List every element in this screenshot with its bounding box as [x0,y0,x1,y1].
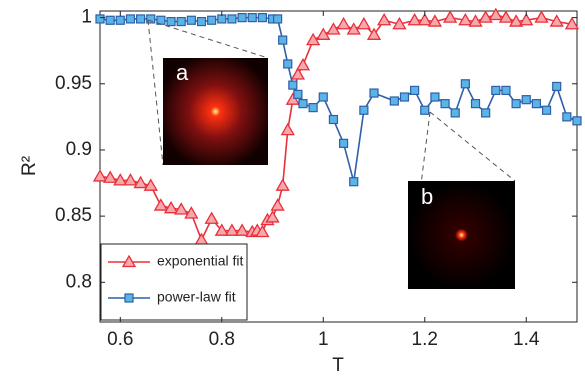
legend-marker [125,294,133,302]
square-marker [411,86,419,94]
triangle-marker [444,12,456,23]
square-marker [522,96,530,104]
x-tick-label: 1.2 [412,329,438,350]
square-marker [309,104,317,112]
triangle-marker [358,18,370,29]
y-tick-label: 0.95 [55,73,92,94]
square-marker [197,18,205,26]
y-tick-label: 0.8 [66,271,92,292]
square-marker [106,16,114,24]
square-marker [228,15,236,23]
square-marker [167,18,175,26]
x-tick-label: 1.4 [513,329,540,350]
square-marker [461,80,469,88]
inset-label: a [176,60,189,85]
y-tick-label: 1 [81,7,92,28]
square-marker [451,109,459,117]
triangle-marker [378,14,390,25]
square-marker [279,36,287,44]
square-marker [289,81,297,89]
square-marker [319,93,327,101]
square-marker [492,86,500,94]
triangle-marker [338,18,350,29]
square-marker [329,116,337,124]
square-marker [248,14,256,22]
x-axis-label: T [332,355,344,376]
square-marker [284,60,292,68]
zoom-line [430,112,515,181]
square-marker [340,139,348,147]
square-marker [294,90,302,98]
square-marker [553,82,561,90]
square-marker [258,14,266,22]
square-marker [573,117,581,125]
square-marker [400,93,408,101]
square-marker [116,16,124,24]
square-marker [177,18,185,26]
zoom-line [148,20,268,58]
triangle-marker [272,200,284,211]
chart: a b T R² 0.6 0.8 1 1.2 1.4 0.8 0.85 0.9 0.95 1 exp… [0,0,585,379]
square-marker [543,106,551,114]
square-marker [299,100,307,108]
x-tick-label: 0.6 [107,329,133,350]
square-marker [472,100,480,108]
square-marker [512,100,520,108]
square-marker [96,15,104,23]
square-marker [370,89,378,97]
triangle-marker [94,170,106,181]
triangle-marker [155,200,167,211]
square-marker [421,106,429,114]
square-marker [482,109,490,117]
square-marker [208,16,216,24]
square-marker [137,15,145,23]
triangle-marker [282,124,294,135]
square-marker [360,106,368,114]
square-marker [532,100,540,108]
square-marker [274,15,282,23]
x-tick-label: 0.8 [209,329,235,350]
legend-label: power-law fit [157,289,236,305]
zoom-line [148,20,163,165]
triangle-marker [535,12,547,23]
square-marker [502,86,510,94]
square-marker [563,113,571,121]
y-tick-label: 0.9 [66,139,92,160]
legend-label: exponential fit [157,253,244,269]
square-marker [126,15,134,23]
square-marker [187,16,195,24]
inset-label: b [421,184,433,209]
x-tick-label: 1 [318,329,329,350]
triangle-marker [277,180,289,191]
square-marker [390,97,398,105]
square-marker [238,14,246,22]
triangle-marker [206,213,218,224]
square-marker [441,100,449,108]
triangle-marker [297,59,309,70]
triangle-marker [195,234,207,245]
square-marker [350,178,358,186]
y-tick-label: 0.85 [55,205,92,226]
square-marker [431,93,439,101]
square-marker [218,15,226,23]
y-axis-label: R² [19,156,40,176]
